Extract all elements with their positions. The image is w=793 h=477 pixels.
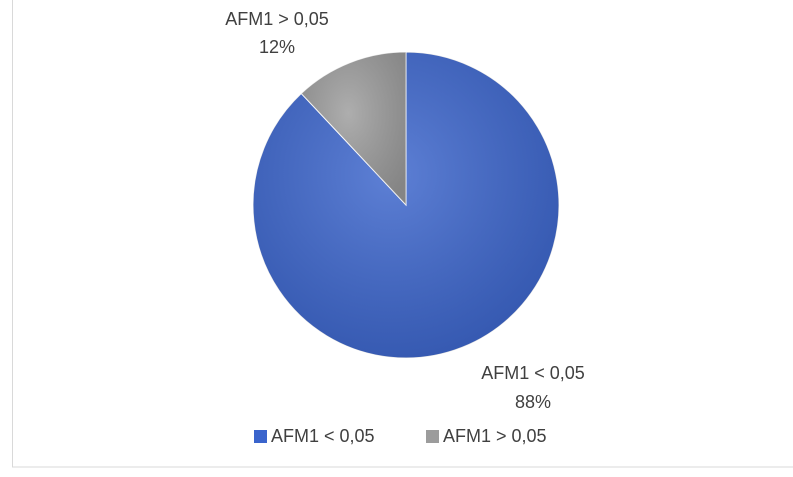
slice-shade [301,51,406,205]
data-label-name: AFM1 > 0,05 [225,9,329,29]
data-label-name: AFM1 < 0,05 [481,363,585,383]
data-label-value: 12% [259,37,295,57]
legend-swatch [254,430,267,443]
legend-label: AFM1 < 0,05 [271,426,375,446]
legend-swatch [426,430,439,443]
data-label-value: 88% [515,392,551,412]
legend-label: AFM1 > 0,05 [443,426,547,446]
